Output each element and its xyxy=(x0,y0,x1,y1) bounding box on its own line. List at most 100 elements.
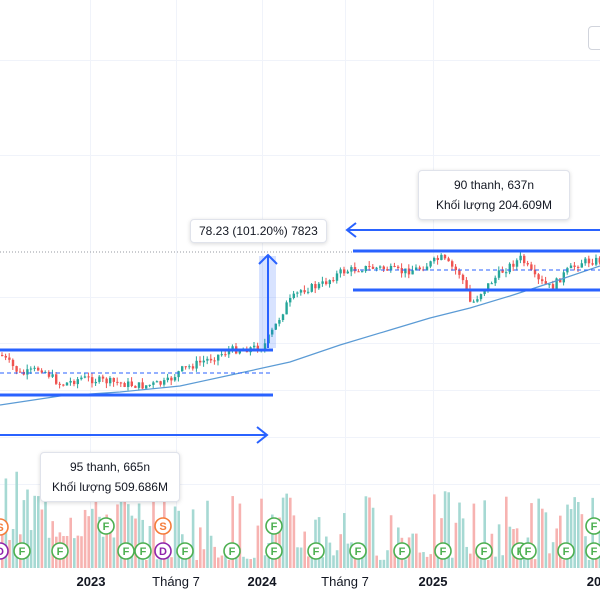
candle-body xyxy=(332,280,335,282)
volume-bar xyxy=(335,550,339,568)
volume-bar xyxy=(152,491,155,568)
event-marker-circle xyxy=(134,542,152,560)
candle-body xyxy=(447,258,450,262)
candle-body xyxy=(209,358,213,361)
range-right-label[interactable]: 90 thanh, 637n Khối lượng 204.609M xyxy=(418,170,570,220)
volume-bar xyxy=(231,496,234,568)
x-axis-label: 2023 xyxy=(76,574,106,589)
candle-body xyxy=(134,386,137,388)
event-marker-letter: F xyxy=(271,521,278,533)
candle-body xyxy=(123,383,126,387)
candle-body xyxy=(137,382,141,388)
volume-bar xyxy=(321,557,324,568)
event-marker-financials: F xyxy=(134,542,152,560)
volume-bar xyxy=(33,495,36,568)
volume-bar xyxy=(238,503,242,568)
volume-bar xyxy=(26,489,29,568)
volume-bar xyxy=(382,559,386,568)
volume-bar xyxy=(497,524,501,568)
event-marker-letter: F xyxy=(123,546,130,558)
event-marker-circle xyxy=(223,542,241,560)
candle-body xyxy=(188,366,191,368)
candle-body xyxy=(271,329,274,335)
volume-bar xyxy=(393,548,396,568)
candle-body xyxy=(292,293,295,299)
event-marker-letter: F xyxy=(57,546,64,558)
candle-body xyxy=(19,371,22,373)
volume-bar xyxy=(191,509,195,568)
candle-body xyxy=(512,263,515,267)
candle-body xyxy=(537,274,540,280)
volume-bar xyxy=(559,515,562,568)
volume-bar xyxy=(94,475,98,568)
volume-bar xyxy=(127,504,130,568)
candle-body xyxy=(314,284,317,289)
candle-body xyxy=(595,257,598,265)
candle-body xyxy=(533,269,537,275)
candle-body xyxy=(515,260,519,267)
volume-bar xyxy=(537,498,540,568)
volume-bar xyxy=(562,559,566,568)
gridline xyxy=(90,0,91,570)
candle-body xyxy=(29,368,33,370)
event-marker-financials: F xyxy=(393,542,411,560)
event-marker-financials: F xyxy=(585,517,600,535)
volume-bar xyxy=(339,534,342,568)
price-change-label[interactable]: 78.23 (101.20%) 7823 xyxy=(190,219,327,243)
candle-body xyxy=(166,377,169,381)
gridline xyxy=(433,0,434,570)
volume-bar xyxy=(357,555,360,568)
volume-bar xyxy=(415,533,418,568)
candle-body xyxy=(346,271,349,274)
candle-body xyxy=(170,377,173,381)
candle-body xyxy=(368,265,371,267)
candle-body xyxy=(87,376,90,378)
range-left-label[interactable]: 95 thanh, 665n Khối lượng 509.686M xyxy=(40,452,180,502)
volume-bar xyxy=(8,539,11,568)
candle-body xyxy=(566,268,569,273)
candle-body xyxy=(411,270,414,275)
candle-body xyxy=(62,384,65,386)
candle-body xyxy=(4,355,7,358)
event-marker-circle xyxy=(557,542,575,560)
volume-bar xyxy=(508,526,512,568)
candle-body xyxy=(587,258,591,264)
volume-bar xyxy=(170,557,173,568)
volume-bar xyxy=(292,515,296,568)
volume-bar xyxy=(15,471,18,568)
volume-bar xyxy=(501,555,504,568)
volume-bar xyxy=(29,530,33,568)
candle-body xyxy=(404,268,407,274)
candle-body xyxy=(152,382,155,385)
volume-bar xyxy=(332,555,335,568)
event-marker-circle xyxy=(117,542,135,560)
candle-body xyxy=(389,265,393,271)
candle-body xyxy=(278,320,281,324)
candle-body xyxy=(127,381,130,387)
corner-button[interactable] xyxy=(588,26,600,50)
volume-bar xyxy=(245,558,249,568)
candle-body xyxy=(325,281,328,285)
volume-bar xyxy=(195,559,198,568)
event-marker-split: S xyxy=(0,518,9,536)
event-marker-letter: F xyxy=(229,546,236,558)
candle-body xyxy=(541,279,544,282)
volume-bar xyxy=(343,513,346,568)
candle-body xyxy=(163,380,166,385)
event-marker-circle xyxy=(176,542,194,560)
range-right-bars: 90 thanh, 637n xyxy=(453,178,535,192)
volume-bar xyxy=(530,503,533,568)
candle-body xyxy=(58,383,61,385)
candle-body xyxy=(591,263,594,265)
candle-body xyxy=(353,267,357,272)
volume-bar xyxy=(260,498,263,568)
volume-bar xyxy=(278,517,281,568)
gridline xyxy=(0,297,600,298)
volume-bar xyxy=(368,497,371,568)
candle-body xyxy=(584,258,587,264)
volume-bar xyxy=(112,537,116,568)
event-marker-circle xyxy=(0,518,9,536)
candle-body xyxy=(487,283,490,291)
event-marker-circle xyxy=(307,542,325,560)
